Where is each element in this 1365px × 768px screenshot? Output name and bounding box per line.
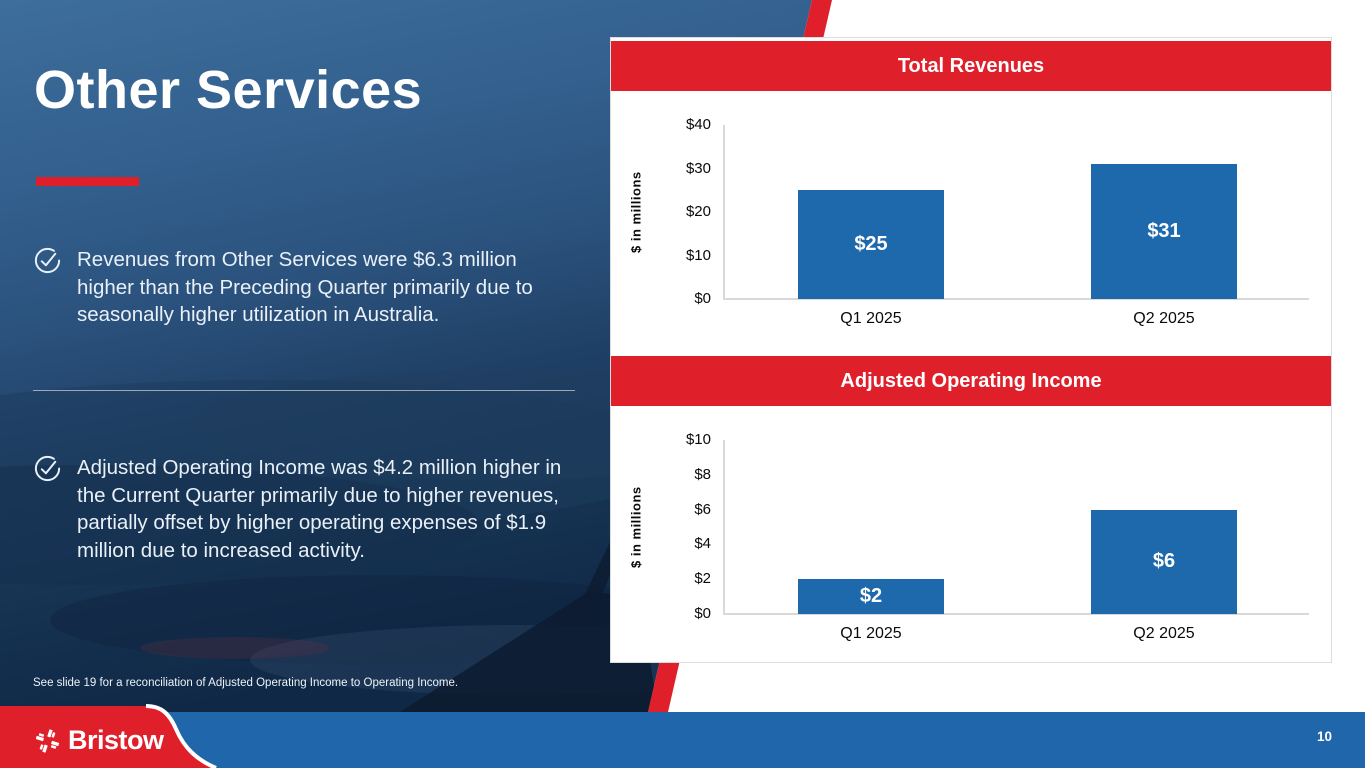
chart-title-banner-total-revenues: Total Revenues <box>611 41 1331 91</box>
logo-text: Bristow <box>68 725 164 755</box>
x-axis-line <box>723 298 1309 300</box>
check-circle-icon <box>34 455 61 482</box>
chart-adjusted-operating-income: $0 $2 $4 $6 $8 $10 $ in millions $2 Q1 2025 $6 Q2 … <box>611 406 1331 664</box>
title-accent-rule <box>36 177 139 186</box>
y-tick-label: $8 <box>694 465 711 483</box>
bullet-item-operating-income: Adjusted Operating Income was $4.2 milli… <box>34 454 577 564</box>
bar-value-label: $2 <box>859 585 883 608</box>
chart-total-revenues: $0 $10 $20 $30 $40 $ in millions $25 Q1 2025 $31… <box>611 91 1331 356</box>
y-axis-line <box>723 125 725 299</box>
bar-q1-2025: $2 <box>798 579 944 614</box>
y-tick-label: $6 <box>694 500 711 518</box>
chart-title: Adjusted Operating Income <box>840 369 1102 392</box>
bar-value-label: $25 <box>854 233 888 256</box>
bar-q1-2025: $25 <box>798 190 944 299</box>
y-tick-label: $4 <box>694 535 711 553</box>
bullet-item-revenues: Revenues from Other Services were $6.3 m… <box>34 246 577 329</box>
y-tick-label: $0 <box>694 605 711 622</box>
y-axis-line <box>723 440 725 614</box>
y-axis-title: $ in millions <box>628 486 644 568</box>
reconciliation-footnote: See slide 19 for a reconciliation of Adj… <box>33 677 459 689</box>
bar-value-label: $31 <box>1147 220 1181 243</box>
x-category-label: Q1 2025 <box>840 625 902 642</box>
aircraft-wing <box>400 592 658 712</box>
y-tick-label: $30 <box>685 159 711 177</box>
bar-value-label: $6 <box>1152 550 1176 573</box>
page-title: Other Services <box>34 60 423 120</box>
footer-bar <box>0 712 1365 768</box>
y-tick-label: $2 <box>694 570 711 588</box>
y-tick-label: $20 <box>685 203 711 220</box>
check-circle-icon <box>34 247 61 274</box>
x-category-label: Q2 2025 <box>1133 625 1195 642</box>
y-tick-label: $0 <box>694 290 711 307</box>
bullet-text: Adjusted Operating Income was $4.2 milli… <box>77 456 562 562</box>
x-axis-line <box>723 613 1309 615</box>
y-tick-label: $10 <box>685 431 711 448</box>
left-content-pane: Other Services Revenues from Other Servi… <box>0 0 610 712</box>
bar-q2-2025: $6 <box>1091 509 1237 614</box>
y-axis-title: $ in millions <box>628 171 644 253</box>
bullet-text: Revenues from Other Services were $6.3 m… <box>77 248 533 326</box>
charts-panel: Total Revenues $0 $10 $20 $30 $40 $ in millio… <box>610 37 1332 663</box>
bristow-pinwheel-icon <box>35 728 60 753</box>
x-category-label: Q1 2025 <box>840 310 902 327</box>
section-divider <box>33 390 575 391</box>
y-tick-label: $40 <box>685 116 711 133</box>
bar-q2-2025: $31 <box>1091 164 1237 299</box>
page-number: 10 <box>1316 729 1332 744</box>
chart-title-banner-adjusted-operating-income: Adjusted Operating Income <box>611 356 1331 406</box>
bristow-logo: Bristow <box>34 725 164 756</box>
x-category-label: Q2 2025 <box>1133 310 1195 327</box>
y-tick-label: $10 <box>685 246 711 264</box>
chart-title: Total Revenues <box>897 54 1045 77</box>
logo-tab-shape <box>0 704 217 768</box>
